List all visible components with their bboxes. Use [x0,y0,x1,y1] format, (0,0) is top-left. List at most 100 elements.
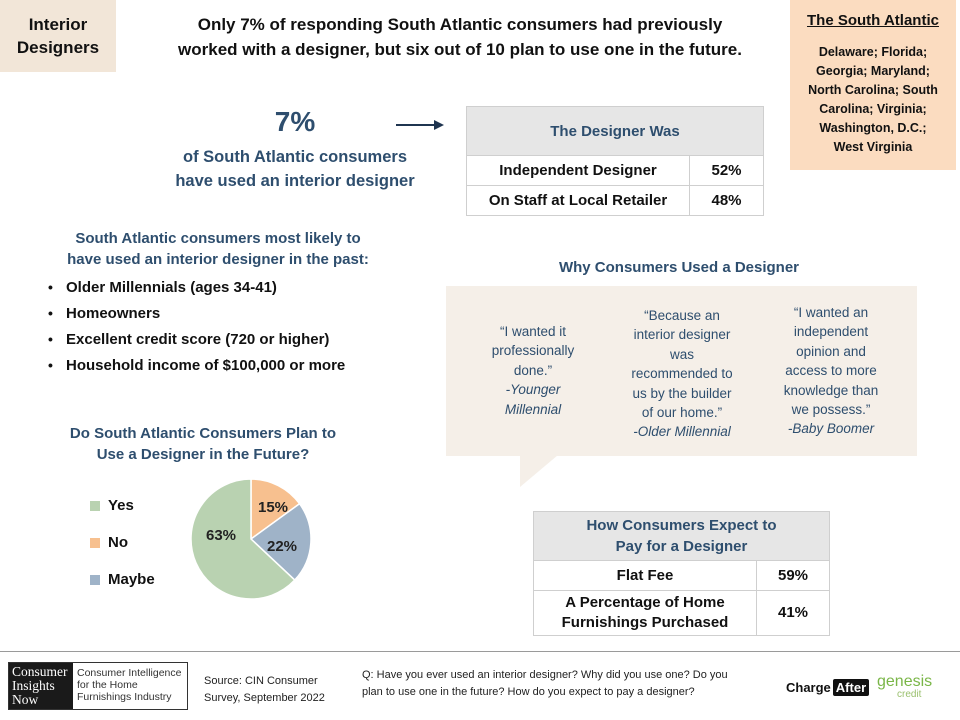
pie-chart: 63% 15% 22% [188,476,314,602]
bullet-icon: • [48,357,53,373]
list-item: • Homeowners [48,300,408,326]
pie-slice-maybe [249,502,312,582]
chart-title-line2: Use a Designer in the Future? [96,446,310,463]
pay-title-line1: How Consumers Expect to [586,517,777,534]
likely-title: South Atlantic consumers most likely to … [40,228,396,270]
region-state-line: Washington, D.C.; [819,121,927,135]
region-box: The South Atlantic Delaware; Florida; Ge… [790,0,956,170]
table-cell-label-line1: A Percentage of Home [565,594,725,611]
stat-line2: have used an interior designer [175,172,415,190]
quote-line: of our home.” [641,405,723,421]
logo-tagline: Consumer Intelligence for the Home Furni… [73,663,187,709]
quote-attribution: -Older Millennial [633,424,731,440]
survey-question-line1: Q: Have you ever used an interior design… [362,669,728,681]
table-cell-value: 59% [756,560,830,591]
list-item-text: Excellent credit score (720 or higher) [66,330,330,348]
quote-line: we possess.” [791,402,871,418]
quote-line: “Because an [644,308,720,323]
pie-data-label: 63% [206,527,237,544]
pie-data-label: 22% [267,538,298,555]
quote-younger-millennial: “I wanted it professionally done.” -Youn… [478,322,588,419]
genesis-credit-logo: genesis credit [877,674,932,700]
region-state-line: North Carolina; South [808,83,938,97]
table-cell-value: 48% [689,185,764,216]
chart-title-line1: Do South Atlantic Consumers Plan to [69,425,337,442]
list-item: • Household income of $100,000 or more [48,352,408,378]
list-item-text: Household income of $100,000 or more [66,356,346,374]
quote-older-millennial: “Because an interior designer was recomm… [620,306,744,442]
section-tag: Interior Designers [0,0,116,72]
legend-label: No [108,534,128,551]
region-state-line: Georgia; Maryland; [816,64,930,78]
cin-logo: Consumer Insights Now Consumer Intellige… [8,662,188,710]
likely-list: • Older Millennials (ages 34-41) • Homeown… [48,274,408,378]
table-cell-label: On Staff at Local Retailer [466,185,690,216]
headline-line2: worked with a designer, but six out of 1… [178,40,742,59]
bullet-icon: • [48,279,53,295]
legend-item: No [90,524,155,561]
quote-line: access to more [785,363,877,379]
quote-line: done.” [513,362,553,378]
source-line2: Survey, September 2022 [204,692,325,704]
legend-swatch [90,500,100,511]
quote-attribution: -Baby Boomer [787,421,875,437]
stat-line1: of South Atlantic consumers [183,148,407,166]
table-cell-value: 41% [756,590,830,636]
chargeafter-logo-box: After [832,679,870,696]
table-row: On Staff at Local Retailer 48% [466,185,764,216]
quote-bubble-tail [520,455,558,487]
legend-swatch [90,537,100,548]
quote-line: interior designer [633,327,731,343]
pie-chart-svg [190,478,312,600]
quote-attribution: -Younger [505,382,561,398]
pay-table: How Consumers Expect to Pay for a Design… [533,511,830,636]
legend-label: Maybe [108,571,155,588]
quote-line: us by the builder [632,385,732,401]
genesis-logo-text: genesis [877,673,933,690]
list-item: • Older Millennials (ages 34-41) [48,274,408,300]
list-item-text: Older Millennials (ages 34-41) [66,278,277,296]
pie-slice-yes [190,478,296,600]
logo-wordmark: Consumer Insights Now [9,663,73,709]
legend-item: Yes [90,487,155,524]
arrow-right-icon [396,120,444,130]
section-tag-line1: Interior [28,15,88,34]
quote-line: professionally [491,343,575,359]
designer-was-table: The Designer Was Independent Designer 52… [466,106,764,216]
logo-tagline-line: Furnishings Industry [77,691,172,703]
chart-title: Do South Atlantic Consumers Plan to Use … [44,423,362,465]
region-title: The South Atlantic [807,12,939,29]
likely-title-line2: have used an interior designer in the pa… [67,251,369,268]
table-cell-label-line2: Furnishings Purchased [561,614,729,631]
logo-word: Consumer [12,664,68,679]
list-item-text: Homeowners [66,304,161,322]
pie-slice-no [250,478,301,541]
quote-attribution-line2: Millennial [504,401,562,417]
stat-value: 7% [274,106,316,137]
pie-data-label: 15% [258,499,289,516]
section-tag-line2: Designers [16,38,100,57]
quote-line: was [669,346,694,362]
logo-word: Insights [12,678,55,693]
bullet-icon: • [48,331,53,347]
quote-bubble [446,286,917,456]
headline: Only 7% of responding South Atlantic con… [140,12,780,62]
table-row: A Percentage of Home Furnishings Purchas… [533,590,830,636]
logo-tagline-line: for the Home [77,679,138,691]
table-cell-label: Flat Fee [533,560,757,591]
footer-divider [0,651,960,652]
stat-description: of South Atlantic consumers have used an… [150,145,440,193]
quote-line: independent [793,324,869,340]
quote-baby-boomer: “I wanted an independent opinion and acc… [770,303,892,439]
bullet-icon: • [48,305,53,321]
region-states: Delaware; Florida; Georgia; Maryland; No… [790,43,956,157]
table-row: Independent Designer 52% [466,155,764,186]
quote-line: opinion and [796,343,866,359]
designer-was-title: The Designer Was [466,106,764,156]
logo-tagline-line: Consumer Intelligence [77,667,182,679]
legend-label: Yes [108,497,134,514]
survey-question-line2: plan to use one in the future? How do yo… [362,686,695,698]
quote-line: knowledge than [783,382,879,398]
quote-line: recommended to [631,366,733,382]
source-note: Source: CIN Consumer Survey, September 2… [204,673,354,707]
